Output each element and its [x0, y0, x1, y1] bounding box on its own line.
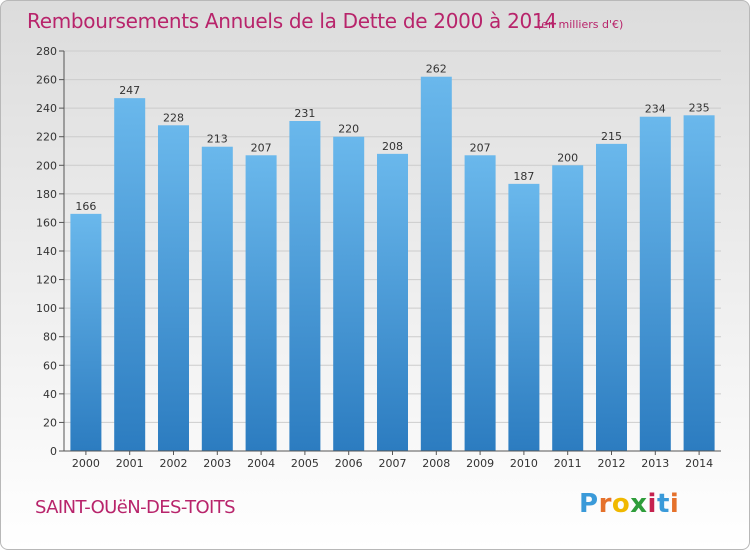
x-tick-label: 2005: [291, 457, 319, 470]
bar: [289, 121, 321, 451]
data-label: 207: [470, 141, 491, 154]
y-tick-label: 180: [36, 188, 57, 201]
y-tick-label: 160: [36, 216, 57, 229]
y-tick-label: 0: [50, 445, 57, 458]
bar: [377, 153, 408, 451]
bar: [464, 155, 496, 452]
y-tick-label: 80: [43, 331, 57, 344]
x-tick-label: 2008: [422, 457, 450, 470]
bar: [201, 146, 233, 451]
data-label: 208: [382, 140, 403, 153]
logo-letter: o: [611, 489, 631, 519]
data-label: 262: [426, 63, 447, 76]
logo-letter: P: [579, 489, 599, 519]
x-tick-label: 2003: [203, 457, 231, 470]
commune-name: SAINT-OUëN-DES-TOITS: [35, 497, 236, 518]
proxiti-logo[interactable]: Proxiti: [579, 489, 679, 519]
x-tick-label: 2011: [554, 457, 582, 470]
bar: [114, 98, 146, 452]
y-tick-label: 40: [43, 388, 57, 401]
bar: [683, 115, 715, 452]
y-tick-label: 140: [36, 245, 57, 258]
x-tick-label: 2000: [72, 457, 100, 470]
y-tick-label: 20: [43, 416, 57, 429]
bar: [596, 143, 627, 451]
y-tick-label: 200: [36, 159, 57, 172]
x-tick-label: 2007: [379, 457, 407, 470]
logo-letter: x: [630, 489, 648, 519]
data-label: 247: [119, 84, 140, 97]
data-label: 228: [163, 111, 184, 124]
data-label: 234: [645, 103, 666, 116]
y-tick-label: 120: [36, 274, 57, 287]
data-label: 207: [251, 141, 272, 154]
y-tick-label: 260: [36, 74, 57, 87]
bar: [158, 125, 189, 452]
x-tick-label: 2002: [160, 457, 188, 470]
data-label: 235: [689, 101, 710, 114]
x-tick-label: 2013: [641, 457, 669, 470]
x-tick-label: 2004: [247, 457, 275, 470]
data-label: 166: [75, 200, 96, 213]
x-tick-label: 2014: [685, 457, 713, 470]
x-tick-label: 2010: [510, 457, 538, 470]
data-label: 187: [513, 170, 534, 183]
data-label: 213: [207, 133, 228, 146]
y-tick-label: 220: [36, 131, 57, 144]
data-label: 220: [338, 123, 359, 136]
data-label: 200: [557, 151, 578, 164]
logo-letter: i: [647, 489, 657, 519]
data-label: 231: [294, 107, 315, 120]
x-tick-label: 2001: [116, 457, 144, 470]
bar: [508, 183, 540, 451]
chart-subtitle: (en milliers d'€): [537, 18, 624, 31]
bar: [639, 116, 671, 451]
logo-letter: r: [598, 489, 612, 519]
logo-letter: i: [669, 489, 680, 519]
x-tick-label: 2006: [335, 457, 363, 470]
y-tick-label: 240: [36, 102, 57, 115]
axes: [59, 50, 721, 455]
bars: [70, 76, 715, 452]
y-tick-label: 60: [43, 359, 57, 372]
y-tick-label: 280: [36, 45, 57, 58]
chart-title: Remboursements Annuels de la Dette de 20…: [27, 9, 557, 33]
x-tick-label: 2012: [598, 457, 626, 470]
data-label: 215: [601, 130, 622, 143]
logo-letter: t: [656, 489, 670, 519]
bar: [420, 76, 452, 451]
bar: [552, 165, 584, 452]
x-tick-label: 2009: [466, 457, 494, 470]
bar: [245, 155, 277, 452]
bar: [70, 213, 102, 451]
y-tick-label: 100: [36, 302, 57, 315]
labels: 0 20 40 60 80 100 120 140 160 180 200 220 240 260 280 1…: [36, 45, 713, 470]
bar: [333, 136, 365, 451]
